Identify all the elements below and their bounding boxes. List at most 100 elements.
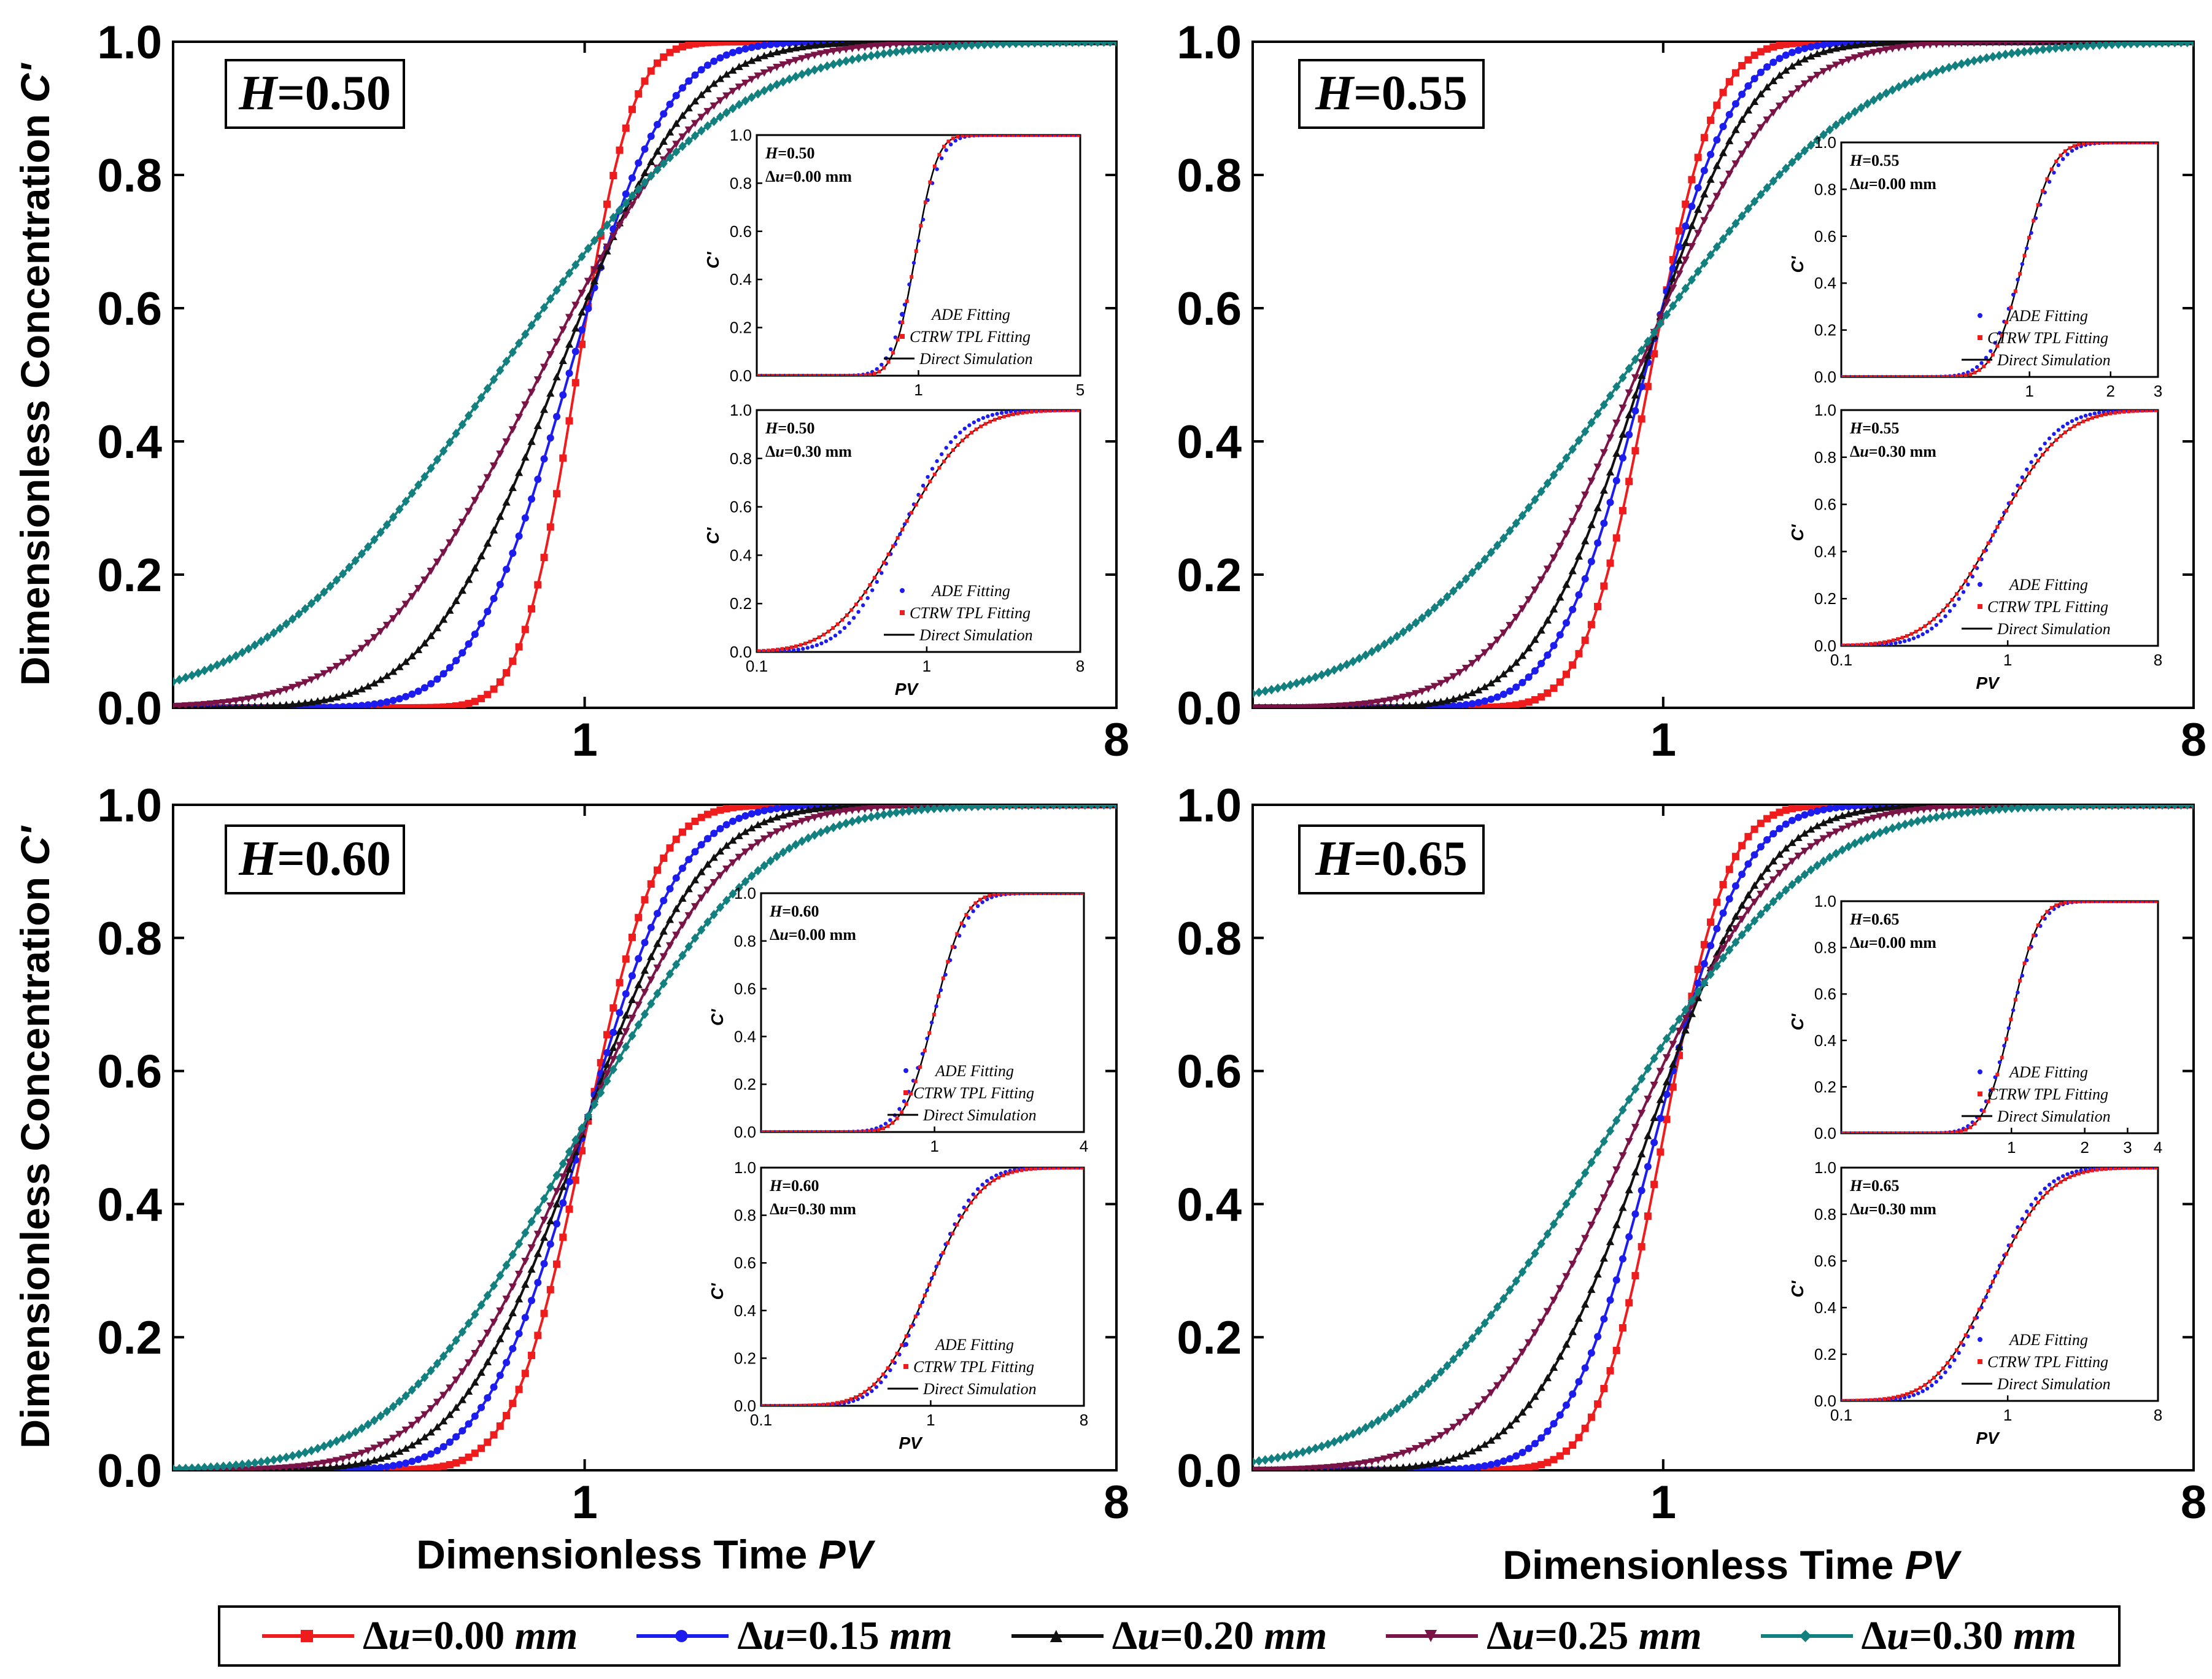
series-marker-du015: [635, 159, 643, 167]
series-marker-du020: [1750, 881, 1759, 889]
series-marker-du025: [408, 593, 416, 601]
inset-ctrw-point: [927, 1031, 932, 1035]
series-marker-du020: [690, 875, 700, 883]
series-marker-du025: [665, 942, 675, 950]
series-marker-du030: [1882, 88, 1890, 98]
inset-y-tick-label: 0.6: [734, 1254, 756, 1272]
series-marker-du030: [1461, 1341, 1471, 1351]
series-marker-du030: [225, 1460, 234, 1470]
series-marker-du000: [1631, 447, 1639, 455]
series-marker-du020: [1895, 805, 1903, 810]
inset-ctrw-point: [923, 487, 927, 491]
series-marker-du000: [1493, 1466, 1501, 1470]
series-marker-du025: [722, 865, 731, 873]
series-marker-du015: [1625, 1233, 1633, 1241]
series-marker-du025: [1393, 695, 1401, 703]
inset-ade-point: [2075, 417, 2079, 421]
series-marker-du030: [1638, 346, 1646, 355]
series-marker-du015: [703, 61, 711, 69]
inset-ctrw-point: [2049, 167, 2054, 171]
series-marker-du020: [1618, 430, 1627, 438]
series-marker-du025: [458, 518, 466, 526]
series-marker-du030: [213, 1462, 222, 1470]
series-marker-du000: [678, 828, 686, 836]
series-marker-du025: [1750, 898, 1759, 906]
series-marker-du000: [465, 700, 473, 708]
inset-y-label: C': [1788, 1013, 1807, 1030]
series-marker-du015: [1468, 700, 1476, 708]
series-marker-du025: [1706, 204, 1715, 212]
series-marker-du025: [1650, 1081, 1658, 1089]
inset-ctrw-point: [1982, 549, 1986, 553]
inset-y-tick-label: 0.0: [1814, 368, 1836, 386]
inset-ctrw-point: [867, 1386, 872, 1390]
series-marker-du015: [503, 565, 511, 573]
series-marker-du025: [710, 102, 718, 110]
y-tick-label: 0.2: [1177, 1312, 1242, 1364]
series-marker-du030: [1957, 59, 1966, 69]
series-marker-du025: [339, 1455, 347, 1463]
series-marker-du000: [1657, 1148, 1665, 1156]
series-marker-du030: [314, 1443, 322, 1454]
series-marker-du020: [1581, 537, 1590, 545]
inset-du030: 0.00.20.40.60.81.00.1 1 8C'PVH=0.50Δu=0.30…: [703, 401, 1085, 699]
inset-ctrw-point: [2095, 901, 2099, 904]
series-marker-du030: [930, 42, 938, 53]
series-marker-du020: [533, 421, 542, 429]
chart-panel-1: 0.00.20.40.60.81.01 8H=0.500.00.20.40.60.…: [12, 17, 1129, 766]
series-marker-du030: [665, 969, 675, 979]
series-marker-du025: [508, 1283, 517, 1291]
series-marker-du025: [1449, 673, 1458, 681]
inset-ctrw-point: [882, 560, 886, 565]
series-marker-du030: [464, 1318, 473, 1328]
series-marker-du020: [1631, 1168, 1640, 1176]
inset-y-label: C': [708, 1282, 727, 1300]
series-marker-du025: [886, 42, 894, 49]
inset-ctrw-point: [2000, 333, 2004, 338]
series-marker-du030: [930, 805, 938, 813]
series-marker-du030: [578, 252, 586, 262]
inset-ctrw-point: [1058, 410, 1062, 413]
series-marker-du015: [496, 1371, 504, 1379]
series-marker-du030: [1888, 823, 1897, 833]
series-marker-du030: [1549, 470, 1558, 480]
series-marker-du015: [402, 692, 410, 700]
inset-ctrw-point: [1923, 1382, 1927, 1387]
series-marker-du030: [1493, 540, 1502, 551]
series-marker-du020: [672, 119, 681, 127]
series-marker-du000: [1625, 1299, 1633, 1307]
inset-ade-point: [2020, 475, 2025, 479]
series-marker-du025: [1990, 42, 1996, 47]
series-marker-du025: [1367, 1458, 1376, 1466]
series-marker-du015: [628, 174, 636, 182]
series-marker-du030: [1963, 57, 1972, 68]
inset-legend-ade: ADE Fitting: [930, 306, 1010, 324]
series-marker-du020: [578, 308, 586, 316]
series-marker-du025: [263, 691, 272, 699]
series-marker-du025: [603, 243, 611, 251]
series-marker-du030: [427, 463, 435, 473]
series-marker-du030: [357, 1423, 366, 1433]
inset-ctrw-point: [2027, 471, 2031, 475]
inset-ade-point: [1989, 1284, 1993, 1289]
inset-ctrw-point: [2077, 142, 2081, 147]
series-marker-du015: [528, 495, 536, 503]
series-marker-du020: [823, 42, 832, 48]
series-marker-du000: [1713, 898, 1721, 906]
series-marker-du025: [1919, 805, 1928, 813]
series-marker-du025: [1437, 1432, 1445, 1440]
series-marker-du030: [2102, 805, 2110, 810]
inset-ctrw-point: [1995, 344, 2000, 348]
inset-ctrw-point: [1977, 1116, 1981, 1120]
series-marker-du025: [1694, 230, 1703, 238]
series-marker-du030: [1311, 1443, 1320, 1454]
inset-ade-point: [1938, 1375, 1943, 1379]
series-marker-du025: [754, 72, 762, 80]
inset-ctrw-point: [1841, 643, 1846, 646]
series-marker-du030: [307, 599, 316, 608]
series-marker-du030: [2032, 45, 2041, 55]
series-marker-du015: [741, 812, 749, 820]
series-marker-du030: [1512, 1276, 1520, 1286]
series-marker-du020: [697, 90, 706, 98]
series-marker-du015: [710, 57, 718, 65]
